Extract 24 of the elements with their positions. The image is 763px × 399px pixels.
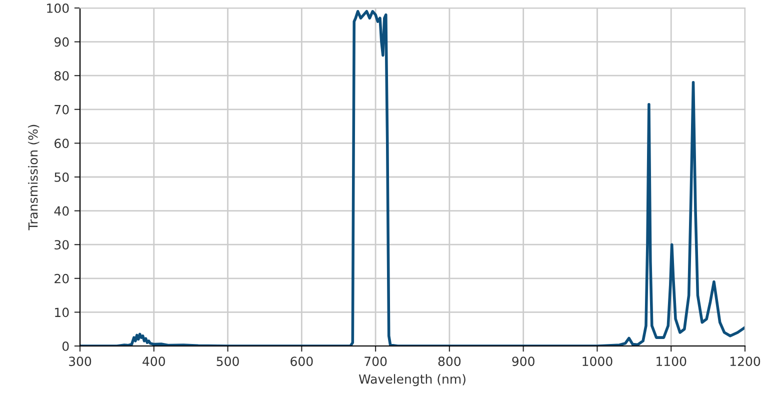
x-axis-title: Wavelength (nm) — [358, 374, 466, 386]
x-tick-label: 700 — [364, 356, 387, 366]
line-series — [80, 10, 745, 346]
x-tick-label: 1000 — [582, 356, 612, 366]
y-tick-label: 60 — [54, 138, 69, 148]
y-tick-label: 0 — [62, 341, 69, 351]
x-tick-label: 300 — [69, 356, 92, 366]
x-tick-label: 500 — [216, 356, 239, 366]
y-tick-label: 100 — [47, 3, 69, 13]
y-tick-label: 50 — [54, 172, 69, 182]
x-tick-label: 1200 — [730, 356, 760, 366]
x-tick-label: 600 — [290, 356, 313, 366]
y-tick-label: 30 — [54, 240, 69, 250]
x-tick-label: 800 — [438, 356, 461, 366]
y-tick-label: 90 — [54, 37, 69, 47]
x-tick-label: 900 — [512, 356, 534, 366]
y-tick-label: 10 — [55, 308, 69, 318]
x-tick-label: 400 — [142, 356, 165, 366]
y-tick-label: 80 — [54, 71, 69, 81]
y-axis-title: Transmission (%) — [28, 124, 40, 230]
y-tick-label: 40 — [54, 206, 69, 216]
y-tick-label: 20 — [54, 274, 69, 284]
x-tick-label: 1100 — [656, 356, 686, 366]
y-tick-label: 70 — [54, 104, 69, 114]
